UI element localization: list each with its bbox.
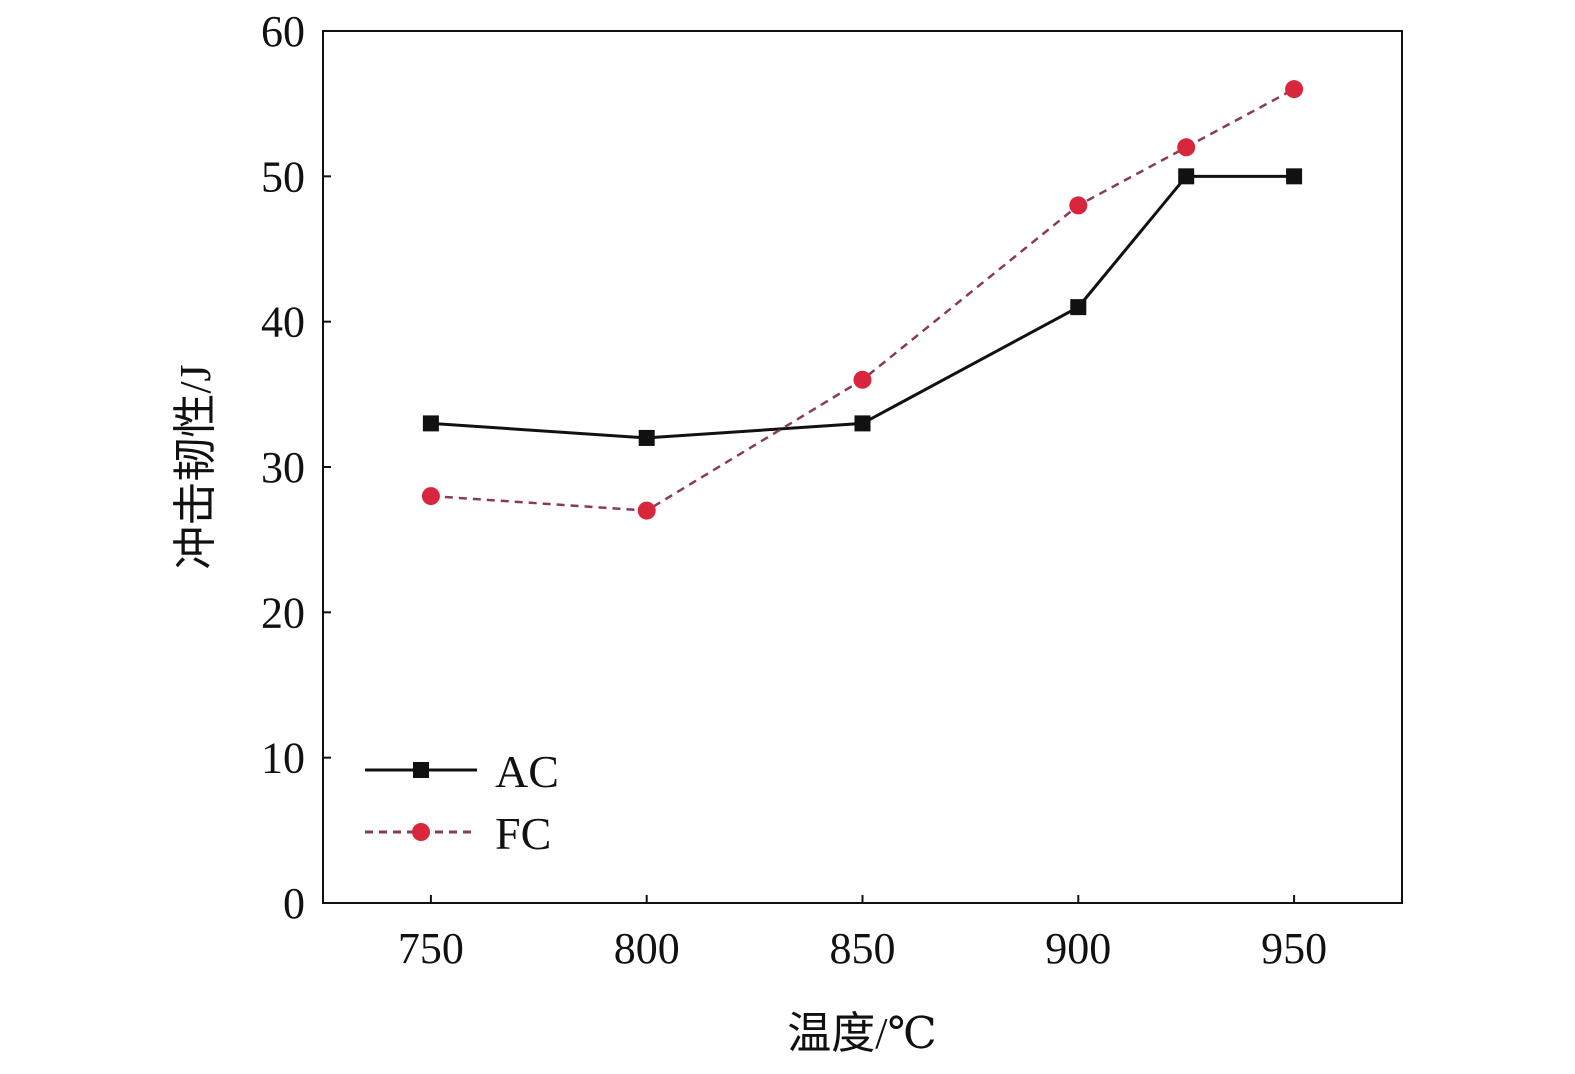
data-point-fc	[1177, 138, 1196, 157]
data-point-ac	[854, 415, 871, 432]
data-point-ac	[1070, 299, 1087, 316]
legend-label-ac: AC	[495, 746, 559, 797]
series-line-fc	[430, 88, 1295, 512]
data-point-fc	[421, 487, 440, 506]
y-tick-label: 0	[283, 879, 305, 928]
data-point-fc	[637, 501, 656, 520]
data-point-ac	[1286, 168, 1303, 185]
y-tick-label: 50	[261, 152, 305, 201]
data-point-ac	[422, 415, 439, 432]
y-tick-label: 20	[261, 588, 305, 637]
y-axis-label: 冲击韧性/J	[171, 364, 220, 569]
legend: AC FC	[365, 746, 559, 859]
x-tick-label: 750	[398, 924, 464, 973]
x-tick-label: 900	[1045, 924, 1111, 973]
legend-label-fc: FC	[495, 808, 551, 859]
legend-marker-ac	[413, 762, 429, 778]
data-point-fc	[853, 370, 872, 389]
plot-frame	[322, 30, 1403, 904]
x-tick-label: 800	[614, 924, 680, 973]
series-line-ac	[430, 174, 1295, 440]
y-tick-label: 10	[261, 734, 305, 783]
x-tick-label: 850	[830, 924, 896, 973]
data-point-fc	[1285, 80, 1304, 99]
y-tick-label: 40	[261, 298, 305, 347]
data-point-ac	[1178, 168, 1195, 185]
legend-marker-fc	[412, 823, 430, 841]
data-point-fc	[1069, 196, 1088, 215]
data-point-ac	[638, 429, 655, 446]
x-tick-label: 950	[1261, 924, 1327, 973]
x-axis-label: 温度/℃	[787, 1009, 936, 1058]
y-tick-label: 60	[261, 7, 305, 56]
y-tick-label: 30	[261, 443, 305, 492]
